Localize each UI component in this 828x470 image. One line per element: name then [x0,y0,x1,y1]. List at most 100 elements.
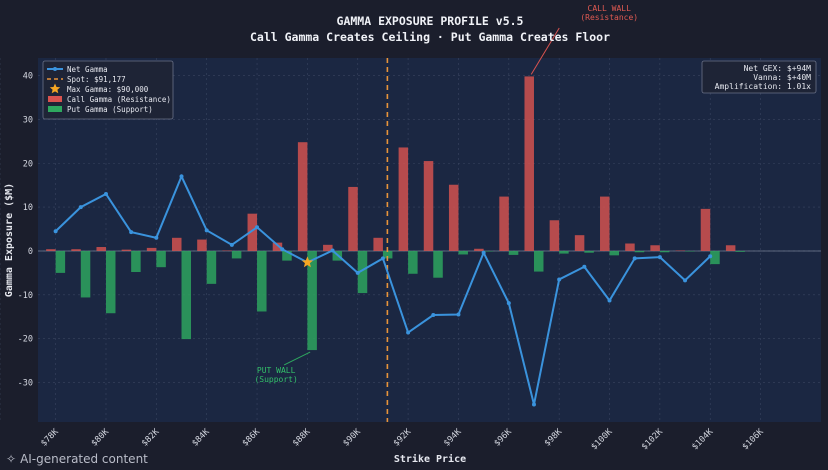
call-gamma-bar [725,245,736,251]
max-gamma-star-icon [301,256,314,268]
call-gamma-bar [247,213,258,251]
put-gamma-bar [156,250,166,268]
call-gamma-bar [272,242,283,251]
legend-box [42,60,174,120]
call-gamma-bar [197,239,207,251]
net-gamma-point [557,277,562,282]
call-wall-arrow [530,27,560,75]
y-axis-label: Gamma Exposure ($M) [4,183,15,297]
put-gamma-bar [357,250,368,294]
put-wall-arrow [283,351,311,366]
ai-watermark: ✧ AI-generated content [6,452,148,466]
net-gamma-point [582,264,587,269]
stats-box-frame [701,60,817,94]
call-gamma-bar [121,249,132,251]
net-gamma-point [103,191,108,196]
y-tick-label: -10 [18,291,33,301]
call-gamma-bar [423,161,434,251]
y-axis: -30 -20 -10 0 10 20 30 40 [18,72,33,389]
net-gamma-point [632,256,637,261]
legend-swatch-put [48,106,62,112]
put-gamma-bar [685,250,695,252]
net-gamma-point [431,312,436,317]
call-gamma-bar [96,247,106,251]
put-gamma-bar [80,250,91,298]
legend-put-gamma: Put Gamma (Support) [67,105,153,114]
call-gamma-bar [348,186,358,251]
net-gamma-point [456,312,461,317]
put-gamma-bar [206,250,217,284]
put-gamma-bars [55,250,745,351]
put-gamma-bar [55,250,66,273]
call-gamma-bar [675,250,686,252]
y-tick-label: -30 [18,379,33,389]
net-gamma-point [380,256,385,261]
stat-vanna: Vanna: $+40M [753,73,811,82]
net-gamma-point [204,228,209,233]
put-gamma-bar [609,250,620,256]
net-gamma-point [255,225,260,230]
max-gamma-marker [301,256,314,268]
legend: Net Gamma Spot: $91,177 Max Gamma: $90,0… [42,60,174,120]
put-gamma-bar [408,250,418,274]
y-tick-label: 30 [23,115,33,125]
put-gamma-bar [382,250,393,259]
call-gamma-bar [549,220,560,251]
call-wall-label: CALL WALL [588,4,632,13]
call-gamma-bar [323,244,333,251]
put-wall-label: PUT WALL [257,366,296,375]
call-gamma-bar [650,245,660,251]
put-gamma-bar [559,250,569,254]
legend-spot: Spot: $91,177 [67,75,126,84]
net-gamma-point [154,235,159,240]
call-gamma-bars [46,76,736,252]
put-gamma-bar [659,250,670,253]
stats-box: Net GEX: $+94M Vanna: $+40M Amplificatio… [701,60,817,94]
put-gamma-bar [735,250,745,252]
chart-subtitle: Call Gamma Creates Ceiling · Put Gamma C… [250,30,610,44]
net-gamma-point [355,270,360,275]
net-gamma-point [280,247,285,252]
y-tick-label: 10 [23,203,33,213]
net-gamma-point [129,230,134,235]
call-gamma-bar [524,76,534,251]
net-gamma-point [607,298,612,303]
legend-max-gamma: Max Gamma: $90,000 [67,85,149,94]
net-gamma-point [506,301,511,306]
call-gamma-bar [574,235,585,251]
legend-swatch-call [48,96,62,102]
x-axis-label: Strike Price [394,453,466,465]
call-gamma-bar [146,247,157,251]
net-gamma-point [708,254,713,259]
annotations: CALL WALL (Resistance) PUT WALL (Support… [254,4,638,384]
net-gamma-point [330,248,335,253]
put-gamma-bar [634,250,645,253]
watermark-text: AI-generated content [20,452,148,466]
call-gamma-bar [222,250,232,252]
net-gamma-point [179,174,184,179]
y-tick-label: -20 [18,335,33,345]
net-gamma-point [531,402,536,407]
call-gamma-bar [71,249,81,251]
y-tick-label: 0 [28,247,33,257]
put-gamma-bar [508,250,519,255]
legend-star-icon [49,83,61,94]
net-gamma-point [406,330,411,335]
put-gamma-bar [181,250,192,340]
put-gamma-bar [105,250,116,314]
legend-marker-net [53,67,57,71]
call-gamma-bar [373,237,383,251]
call-gamma-bar [297,142,308,251]
stat-amplification: Amplification: 1.01x [715,82,812,91]
put-wall-sublabel: (Support) [254,375,297,384]
stat-net-gex: Net GEX: $+94M [744,64,812,73]
call-gamma-bar [499,196,509,251]
put-gamma-bar [533,250,544,272]
call-wall-sublabel: (Resistance) [580,13,638,22]
legend-call-gamma: Call Gamma (Resistance) [67,95,171,104]
net-gamma-point [481,250,486,255]
legend-net-gamma: Net Gamma [67,65,108,74]
put-gamma-bar [282,250,292,261]
y-tick-label: 20 [23,159,33,169]
